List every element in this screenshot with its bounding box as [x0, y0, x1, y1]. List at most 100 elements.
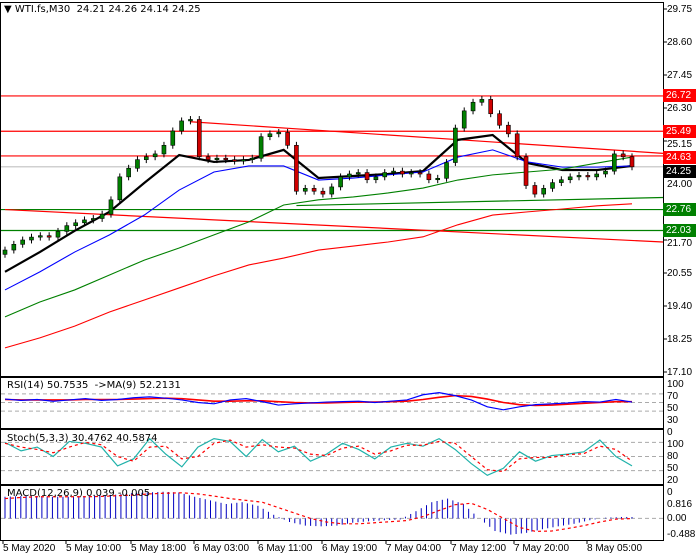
- candle-body: [258, 136, 264, 159]
- price-tick-label: 21.70: [667, 238, 693, 249]
- ohlc-readout: 24.21 24.26 24.14 24.25: [76, 4, 201, 15]
- candle-body: [364, 172, 370, 181]
- candle-body: [576, 175, 582, 178]
- panel-frame-1: [0, 377, 664, 429]
- candle-body: [64, 225, 70, 232]
- candle-body: [135, 159, 140, 169]
- stoch-tick-label: 80: [667, 450, 679, 462]
- price-tick-label: 28.60: [667, 36, 693, 48]
- price-tick-label: 18.25: [667, 333, 693, 345]
- candle-body: [29, 236, 34, 241]
- panel-frame-0: [0, 2, 664, 377]
- macd-title: MACD(12,26,9) 0.039 -0.005: [7, 488, 151, 499]
- candle-body: [73, 222, 78, 226]
- panel-frame-3: [0, 485, 664, 541]
- price-tick-label: 20.55: [667, 267, 693, 279]
- candle-body: [267, 133, 273, 137]
- time-label: 6 May 19:00: [322, 543, 378, 554]
- candle-body: [585, 175, 591, 178]
- candle-body: [391, 170, 396, 173]
- candle-body: [408, 172, 414, 175]
- candle-body: [329, 186, 335, 195]
- candle-body: [426, 173, 432, 181]
- price-tick-label: 25.15: [667, 138, 693, 150]
- price-level-tag: 22.03: [663, 224, 696, 237]
- candle-body: [170, 130, 176, 146]
- stoch-main-line: [4, 437, 633, 476]
- time-label: 5 May 10:00: [66, 543, 122, 554]
- candle-body: [417, 172, 423, 175]
- candle-body: [355, 172, 361, 175]
- candle-body: [99, 213, 105, 219]
- trendline: [190, 121, 664, 154]
- candle-body: [152, 153, 158, 158]
- candle-body: [514, 133, 520, 158]
- price-tick-label: 29.75: [667, 3, 693, 15]
- stoch-tick-label: 0: [667, 486, 673, 498]
- candle-body: [550, 182, 555, 189]
- triangle-down-icon[interactable]: ▼: [4, 4, 15, 15]
- rsi-tick-label: 30: [667, 414, 679, 426]
- candle-body: [294, 145, 299, 192]
- time-label: 7 May 20:00: [514, 543, 570, 554]
- macd-tick-label: -0.488: [667, 529, 696, 540]
- candle-body: [479, 99, 485, 103]
- candle-body: [320, 190, 326, 195]
- macd-tick-label: 0.00: [667, 512, 687, 524]
- price-level-tag: 25.49: [663, 124, 696, 138]
- candle-body: [241, 159, 246, 162]
- candle-body: [373, 176, 379, 181]
- candle-body: [223, 157, 229, 160]
- price-tick-label: 17.10: [667, 366, 693, 378]
- candle-body: [400, 170, 405, 175]
- time-label: 8 May 05:00: [587, 543, 643, 554]
- candle-body: [629, 156, 635, 168]
- candle-body: [347, 173, 352, 178]
- price-level-tag: 24.63: [663, 150, 696, 164]
- candle-body: [11, 244, 17, 251]
- candle-body: [620, 153, 626, 158]
- candle-body: [249, 157, 255, 160]
- candle-body: [541, 188, 546, 195]
- stoch-tick-label: 50: [667, 462, 679, 474]
- candle-body: [117, 176, 123, 201]
- candle-body: [214, 157, 220, 160]
- time-label: 5 May 18:00: [131, 543, 187, 554]
- candle-body: [444, 162, 449, 179]
- candle-body: [55, 231, 61, 238]
- price-tick-label: 27.45: [667, 69, 693, 81]
- candle-body: [382, 172, 388, 178]
- price-tick-label: 24.00: [667, 178, 693, 190]
- candle-body: [20, 239, 25, 245]
- time-label: 5 May 2020: [3, 543, 56, 554]
- rsi-line: [4, 392, 633, 411]
- stoch-tick-label: 100: [667, 438, 684, 450]
- rsi-tick-label: 100: [667, 378, 684, 390]
- stoch-tick-label: 20: [667, 474, 679, 486]
- macd-signal-line: [4, 492, 633, 532]
- price-level-tag: 24.25: [663, 164, 696, 178]
- rsi-title: RSI(14) 50.7535 ->MA(9) 52.2131: [7, 380, 181, 391]
- trendline: [296, 196, 664, 207]
- candle-body: [612, 153, 617, 172]
- candle-body: [2, 249, 8, 255]
- price-level-tag: 22.76: [663, 203, 696, 217]
- trendline: [4, 208, 664, 243]
- candle-body: [523, 156, 529, 186]
- time-label: 7 May 12:00: [451, 543, 507, 554]
- candle-body: [276, 132, 282, 135]
- candle-body: [461, 110, 467, 129]
- candle-body: [567, 176, 573, 181]
- candle-body: [205, 156, 211, 160]
- candle-body: [435, 178, 441, 181]
- candle-body: [559, 179, 564, 183]
- rsi-tick-label: 70: [667, 390, 679, 402]
- chart-title: ▼ WTI.fs,M30 24.21 24.26 24.14 24.25: [4, 4, 201, 15]
- rsi-tick-label: 0: [667, 426, 673, 438]
- stoch-signal-line: [4, 439, 633, 473]
- candle-body: [179, 120, 184, 132]
- candle-body: [196, 119, 202, 158]
- candle-body: [338, 176, 343, 188]
- candle-body: [311, 188, 317, 192]
